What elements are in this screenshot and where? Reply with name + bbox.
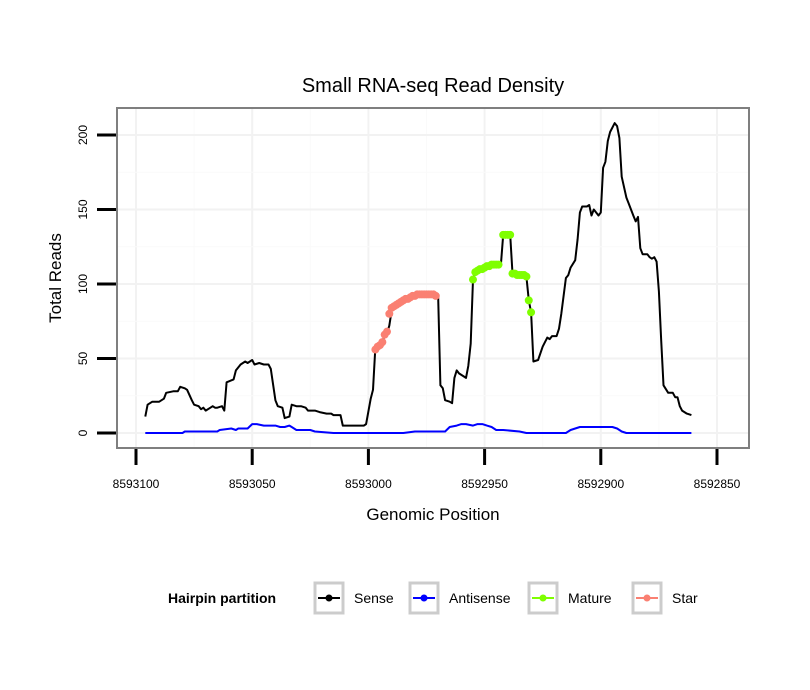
mature-point [524,296,533,305]
mature-point [494,260,503,269]
gridlines [117,108,749,448]
x-tick-label: 8593100 [113,477,160,491]
star-point [431,291,440,300]
series-sense [144,122,692,427]
mature-point [468,275,477,284]
series-layer [144,122,692,434]
legend-title: Hairpin partition [168,590,276,606]
antisense-line [145,423,692,434]
series-star [371,290,440,354]
legend-key-point [325,594,333,602]
legend-entry-sense: Sense [313,581,394,615]
mature-point [522,272,531,281]
y-tick-label: 200 [76,125,90,145]
legend-key-point [539,594,547,602]
legend-entry-antisense: Antisense [408,581,511,615]
y-tick-label: 100 [76,274,90,294]
x-axis-title: Genomic Position [366,505,499,524]
x-tick-label: 8592850 [694,477,741,491]
y-axis-title: Total Reads [46,233,65,323]
panel-background [117,108,749,448]
x-axis: 8593100 8593050 8593000 8592950 8592900 85928… [113,449,741,491]
legend-key-point [420,594,428,602]
series-antisense [145,423,692,434]
star-point [382,327,391,336]
panel-border [116,107,750,449]
plot-panel [116,107,750,449]
x-tick-label: 8593000 [345,477,392,491]
x-tick-label: 8592900 [577,477,624,491]
mature-point [527,308,536,317]
star-point [378,338,387,347]
legend: Hairpin partition Sense Antisense Mature St… [168,581,698,615]
legend-key-point [643,594,651,602]
sense-line [144,122,692,427]
legend-label: Antisense [449,590,511,606]
y-tick-label: 0 [76,429,90,436]
x-tick-label: 8593050 [229,477,276,491]
legend-label: Mature [568,590,612,606]
series-mature [468,230,536,317]
x-tick-label: 8592950 [461,477,508,491]
chart-title: Small RNA-seq Read Density [302,75,564,97]
legend-entries: Sense Antisense Mature Star [313,581,698,615]
legend-entry-star: Star [631,581,698,615]
legend-label: Sense [354,590,394,606]
y-tick-label: 50 [76,352,90,366]
y-axis: 0 50 100 150 200 [76,125,116,436]
legend-label: Star [672,590,698,606]
mature-point [506,230,515,239]
y-tick-label: 150 [76,199,90,219]
legend-entry-mature: Mature [527,581,612,615]
